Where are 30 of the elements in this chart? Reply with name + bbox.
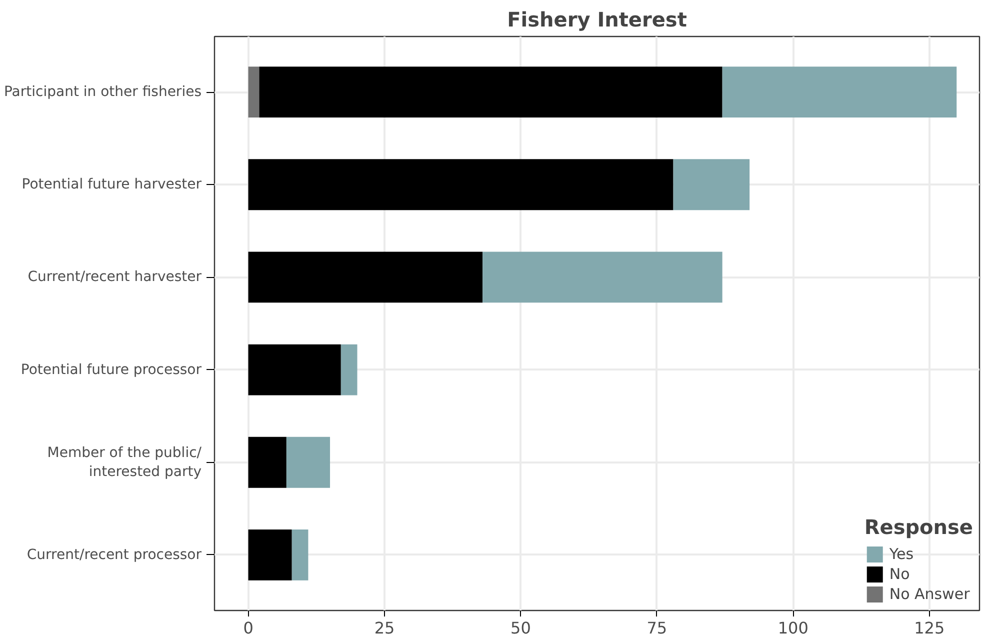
bar xyxy=(248,529,292,580)
y-tick-label: Potential future processor xyxy=(20,362,202,378)
bar xyxy=(292,529,308,580)
bar xyxy=(248,66,260,118)
legend-label: Yes xyxy=(889,544,914,564)
x-tick-label: 0 xyxy=(243,618,254,636)
bar xyxy=(248,344,341,396)
bar xyxy=(482,252,722,303)
x-tick-label: 125 xyxy=(914,618,945,636)
bar xyxy=(248,436,286,488)
y-tick-label: Participant in other fisheries xyxy=(4,84,202,100)
y-tick-label: Member of the public/ interested party xyxy=(47,444,202,480)
bar xyxy=(722,66,957,118)
y-tick-label: Current/recent harvester xyxy=(28,269,202,286)
bar xyxy=(286,436,330,488)
y-tick-label: Current/recent processor xyxy=(26,546,202,563)
x-tick-label: 75 xyxy=(646,618,668,636)
bar xyxy=(340,344,358,396)
bar xyxy=(259,66,722,118)
legend-title: Response xyxy=(864,515,973,539)
legend-label: No xyxy=(889,564,910,584)
x-tick-label: 50 xyxy=(510,618,531,636)
bar xyxy=(673,159,750,210)
bar xyxy=(248,252,483,303)
bar xyxy=(248,159,674,210)
y-tick-label: Potential future harvester xyxy=(22,176,202,193)
x-tick-label: 100 xyxy=(778,618,808,636)
chart-title: Fishery Interest xyxy=(507,8,688,32)
legend-label: No Answer xyxy=(889,584,970,604)
x-tick-label: 25 xyxy=(374,618,395,636)
